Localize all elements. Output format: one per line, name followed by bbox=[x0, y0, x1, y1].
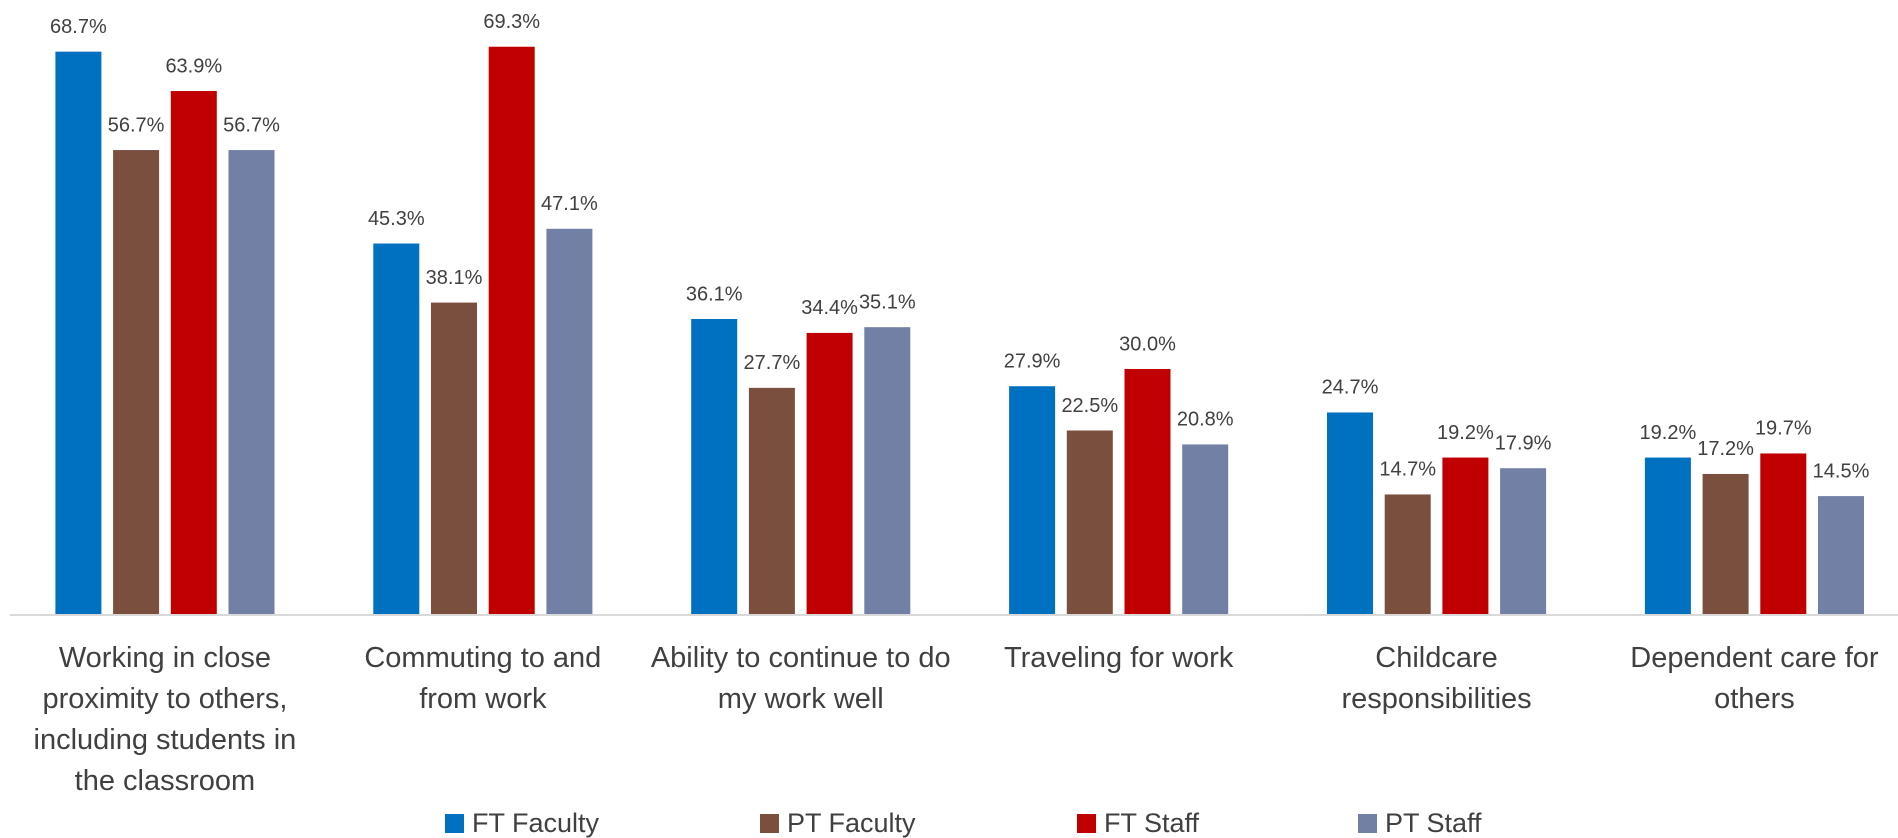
bar bbox=[1327, 412, 1373, 615]
bar bbox=[1760, 453, 1807, 615]
legend-swatch bbox=[760, 814, 779, 833]
value-label: 19.2% bbox=[1437, 422, 1494, 444]
bar bbox=[748, 387, 795, 615]
legend-swatch bbox=[1077, 814, 1096, 833]
value-label: 22.5% bbox=[1061, 395, 1118, 417]
value-label: 34.4% bbox=[801, 297, 858, 319]
legend-label: FT Staff bbox=[1104, 808, 1200, 838]
bar bbox=[1500, 468, 1547, 615]
value-label: 56.7% bbox=[223, 114, 280, 136]
bar bbox=[864, 327, 911, 615]
bar bbox=[1124, 369, 1171, 615]
legend-label: PT Staff bbox=[1385, 808, 1482, 838]
legend-label: PT Faculty bbox=[787, 808, 916, 838]
bar bbox=[1644, 457, 1691, 615]
bar bbox=[170, 91, 217, 615]
value-label: 36.1% bbox=[686, 283, 743, 305]
bar bbox=[1009, 386, 1056, 615]
bar bbox=[1066, 430, 1113, 615]
value-label: 17.2% bbox=[1697, 438, 1754, 460]
x-tick-label: Ability to continue to do my work well bbox=[650, 642, 951, 715]
legend-swatch bbox=[445, 814, 464, 833]
bar bbox=[691, 318, 738, 615]
value-label: 38.1% bbox=[426, 267, 483, 289]
bar bbox=[113, 150, 160, 615]
bar bbox=[546, 228, 593, 615]
value-label: 35.1% bbox=[859, 291, 916, 313]
bar bbox=[1702, 473, 1749, 615]
bar bbox=[55, 51, 102, 616]
x-tick-label: Childcare responsibilities bbox=[1341, 642, 1532, 715]
bar bbox=[1384, 494, 1431, 615]
legend-label: FT Faculty bbox=[472, 808, 600, 838]
bar bbox=[431, 302, 477, 615]
value-label: 56.7% bbox=[108, 114, 165, 136]
value-label: 20.8% bbox=[1177, 409, 1234, 431]
value-label: 27.7% bbox=[744, 352, 801, 374]
x-tick-label: Traveling for work bbox=[1003, 642, 1234, 674]
bar bbox=[488, 46, 535, 616]
bar bbox=[1182, 444, 1229, 615]
value-label: 17.9% bbox=[1495, 433, 1552, 455]
value-label: 27.9% bbox=[1004, 351, 1061, 373]
value-label: 14.7% bbox=[1379, 459, 1436, 481]
bar bbox=[806, 332, 853, 615]
value-label: 68.7% bbox=[50, 16, 107, 38]
bar bbox=[228, 150, 275, 615]
x-tick-label: Dependent care for others bbox=[1630, 642, 1879, 715]
value-label: 14.5% bbox=[1813, 460, 1870, 482]
bar bbox=[1818, 496, 1864, 615]
value-label: 69.3% bbox=[483, 11, 540, 33]
bar bbox=[1442, 457, 1489, 615]
value-label: 24.7% bbox=[1322, 377, 1379, 399]
x-tick-label: Working in close proximity to others, in… bbox=[33, 642, 297, 797]
value-label: 45.3% bbox=[368, 208, 425, 230]
value-label: 30.0% bbox=[1119, 333, 1176, 355]
x-tick-label: Commuting to and from work bbox=[364, 642, 602, 715]
bar bbox=[373, 243, 420, 616]
value-label: 47.1% bbox=[541, 193, 598, 215]
value-label: 19.2% bbox=[1640, 422, 1697, 444]
legend-swatch bbox=[1358, 814, 1377, 833]
value-label: 19.7% bbox=[1755, 418, 1812, 440]
value-label: 63.9% bbox=[165, 55, 222, 77]
